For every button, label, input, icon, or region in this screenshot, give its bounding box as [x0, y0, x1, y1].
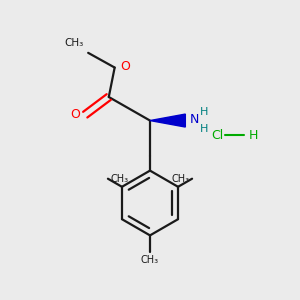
Text: CH₃: CH₃ [141, 255, 159, 265]
Text: H: H [249, 129, 258, 142]
Text: CH₃: CH₃ [172, 174, 190, 184]
Text: O: O [70, 108, 80, 121]
Text: H: H [200, 124, 209, 134]
Text: CH₃: CH₃ [110, 174, 128, 184]
Text: CH₃: CH₃ [64, 38, 84, 48]
Text: Cl: Cl [212, 129, 224, 142]
Polygon shape [150, 114, 185, 127]
Text: N: N [190, 112, 199, 126]
Text: H: H [200, 107, 209, 117]
Text: O: O [120, 60, 130, 73]
